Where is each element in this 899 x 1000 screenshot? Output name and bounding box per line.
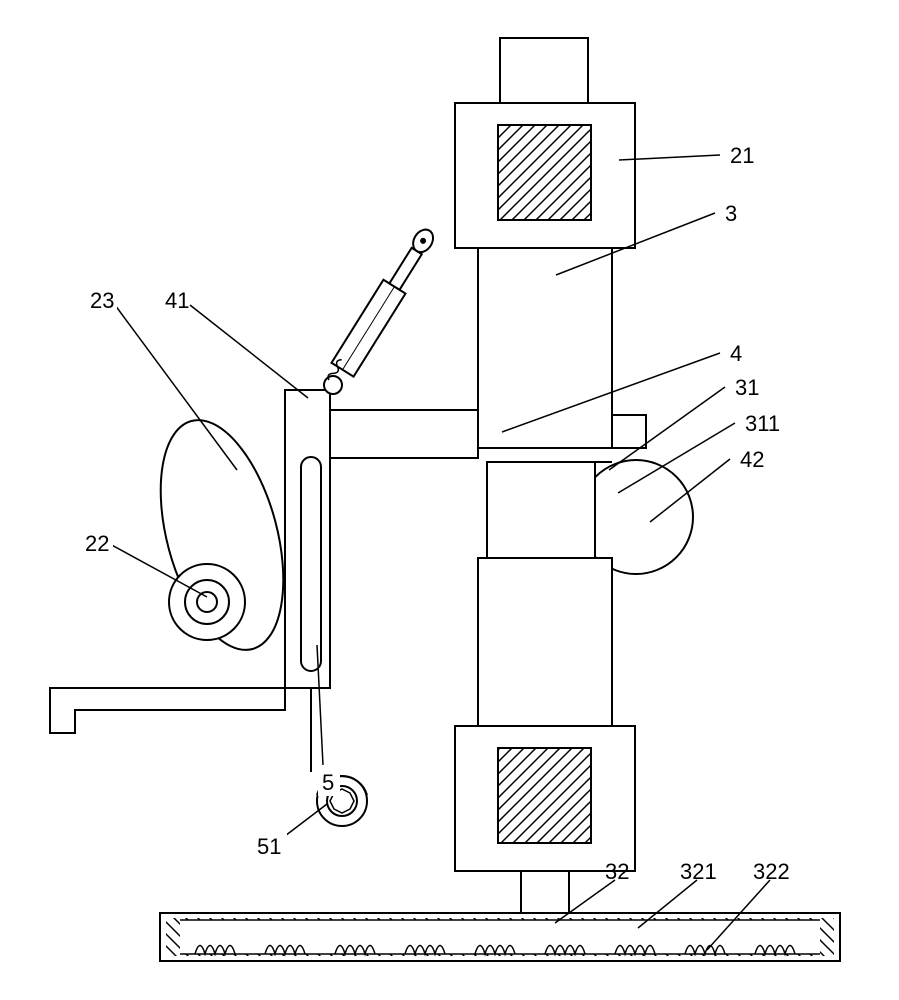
label-21: 21 — [730, 143, 754, 168]
label-4: 4 — [730, 341, 742, 366]
part-42-disc — [579, 460, 693, 574]
lower-housing — [455, 726, 635, 871]
part-4-arm — [310, 410, 478, 458]
label-3: 3 — [725, 201, 737, 226]
label-5: 5 — [322, 770, 334, 795]
part-311-middle — [487, 462, 595, 558]
l-bracket — [50, 688, 285, 733]
label-51: 51 — [257, 834, 281, 859]
label-321: 321 — [680, 859, 717, 884]
part-51-wheel — [311, 688, 367, 826]
part-5-slot — [301, 457, 321, 671]
part-22-pivot — [169, 564, 245, 640]
label-42: 42 — [740, 447, 764, 472]
part-32-base-tray — [160, 913, 840, 961]
label-23: 23 — [90, 288, 114, 313]
top-cap — [500, 38, 588, 103]
label-311: 311 — [745, 411, 780, 436]
label-22: 22 — [85, 531, 109, 556]
part-21-upper-housing — [455, 103, 635, 248]
bottom-stem — [521, 871, 569, 913]
column-lower — [478, 558, 612, 726]
diagram-canvas: 21 3 23 41 4 31 311 42 22 5 51 32 321 32… — [0, 0, 899, 1000]
label-31: 31 — [735, 375, 759, 400]
label-32: 32 — [605, 859, 629, 884]
label-41: 41 — [165, 288, 189, 313]
damper — [323, 224, 440, 394]
part-31-tab — [612, 415, 646, 448]
label-322: 322 — [753, 859, 790, 884]
part-3-column — [478, 248, 612, 448]
